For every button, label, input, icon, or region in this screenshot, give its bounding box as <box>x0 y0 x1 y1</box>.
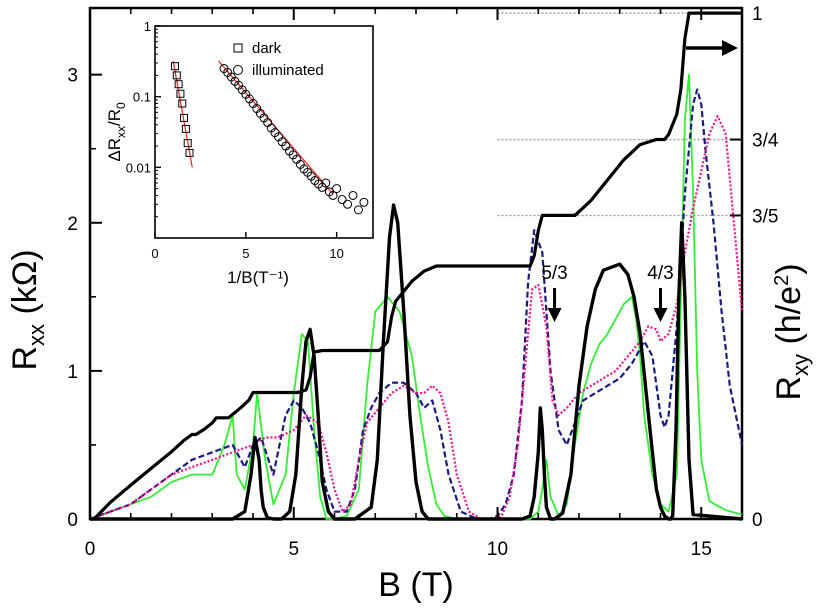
inset-point-illuminated <box>328 190 338 200</box>
inset-point-illuminated <box>348 190 358 200</box>
annotation-arrow-head-0 <box>547 308 562 323</box>
y-right-tick-label-3/5: 3/5 <box>752 206 778 227</box>
inset-point-dark <box>185 148 194 157</box>
inset-x-axis-title: 1/B(T⁻¹) <box>227 268 289 287</box>
annotations: 5/3 4/3 <box>541 263 674 323</box>
legend-label-illuminated: illuminated <box>252 62 324 79</box>
inset-y-axis-title-main: ΔR <box>105 138 124 162</box>
right-y-axis-title: Rxy (h/e2) <box>770 263 813 400</box>
inset-y-axis-title-sub: xx <box>114 126 128 138</box>
series-rxx-1 <box>90 203 743 521</box>
y-left-tick-label-1: 1 <box>67 362 78 383</box>
annotation-label-1: 4/3 <box>647 263 673 284</box>
x-tick-label-15: 15 <box>691 539 712 560</box>
left-y-axis-title-units: (kΩ) <box>6 249 44 324</box>
y-left-tick-label-3: 3 <box>67 66 78 87</box>
inset-x-tick-label-5: 5 <box>242 246 249 261</box>
legend-marker-illuminated <box>233 65 243 75</box>
right-y-axis-title-main: R <box>770 376 808 401</box>
y-right-tick-label-1: 1 <box>752 4 763 25</box>
left-y-axis-title-sub: xx <box>24 324 49 346</box>
inset-fit-line-illuminated <box>218 60 334 195</box>
left-y-axis-title: Rxx (kΩ) <box>6 249 49 370</box>
annotation-label-0: 5/3 <box>541 263 567 284</box>
right-y-axis-title-sub: xy <box>788 354 813 376</box>
annotation-arrow-head-1 <box>653 308 668 323</box>
inset-point-illuminated <box>343 199 353 209</box>
rxy-plateau-reference-lines <box>497 12 742 217</box>
inset-y-tick-label-0.1: 0.1 <box>133 90 151 105</box>
right-y-axis-title-units-post: ) <box>770 263 808 274</box>
inset-y-tick-label-1: 1 <box>144 19 151 34</box>
y-left-tick-label-2: 2 <box>67 214 78 235</box>
rxy-axis-arrow <box>686 40 738 56</box>
right-y-axis-title-units-sup: 2 <box>771 275 793 286</box>
x-tick-label-10: 10 <box>487 539 508 560</box>
inset-series-layer <box>170 60 369 215</box>
x-tick-label-5: 5 <box>288 539 299 560</box>
inset-point-illuminated <box>353 205 363 215</box>
inset-point-dark <box>181 124 190 133</box>
x-axis-title: B (T) <box>378 566 454 604</box>
inset-point-dark <box>174 80 183 89</box>
inset-point-dark <box>172 71 181 80</box>
legend-marker-dark <box>233 43 243 53</box>
series-rxy-0 <box>90 11 742 521</box>
main-series-layer <box>89 11 744 521</box>
right-y-axis-title-units-pre: (h/e <box>770 286 808 354</box>
inset-point-dark <box>170 62 179 71</box>
inset-y-axis-title-mid: /R <box>105 109 124 126</box>
x-tick-label-0: 0 <box>85 539 96 560</box>
inset-point-illuminated <box>321 178 331 188</box>
series-rxx-3 <box>89 88 744 521</box>
inset-point-illuminated <box>359 197 369 207</box>
inset-y-tick-label-0.01: 0.01 <box>126 160 151 175</box>
inset-legend: dark illuminated <box>233 40 324 79</box>
inset-point-dark <box>176 89 185 98</box>
inset-x-tick-label-0: 0 <box>151 246 158 261</box>
y-right-tick-label-0: 0 <box>752 510 763 531</box>
inset-y-axis-title: ΔRxx/R0 <box>105 102 128 162</box>
inset-axes: 0 5 10 1 0.1 0.01 <box>126 19 344 261</box>
inset-frame <box>154 25 374 239</box>
inset-point-dark <box>183 139 192 148</box>
inset-point-dark <box>180 113 189 122</box>
inset-point-dark <box>178 99 187 108</box>
left-y-axis-title-main: R <box>6 346 44 371</box>
inset-point-illuminated <box>332 184 342 194</box>
inset-y-axis-title-sub2: 0 <box>114 102 128 109</box>
inset-point-illuminated <box>337 195 347 205</box>
y-left-tick-label-0: 0 <box>67 510 78 531</box>
y-right-tick-label-3/4: 3/4 <box>752 131 779 152</box>
legend-label-dark: dark <box>252 40 282 57</box>
inset-x-tick-label-10: 10 <box>329 246 343 261</box>
